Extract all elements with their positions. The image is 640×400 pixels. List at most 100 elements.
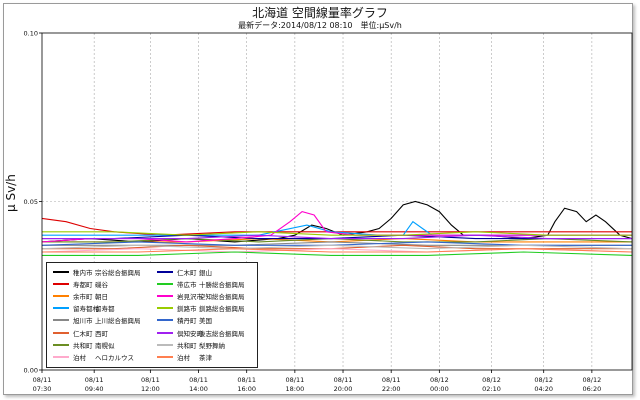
legend-city: 余市町 [73, 292, 93, 301]
x-tick-date: 08/11 [382, 376, 401, 384]
legend-site: 美国 [199, 317, 212, 326]
axes [39, 32, 633, 373]
x-tick-time: 18:00 [285, 385, 304, 393]
legend-swatch [157, 355, 173, 358]
y-tick-label: 0.10 [24, 30, 38, 38]
x-tick-time: 16:00 [237, 385, 256, 393]
legend-item: 岩見沢市 空知総合振興局 [157, 291, 245, 301]
legend-city: 留寿都村 [73, 305, 99, 314]
legend-site: 梨野舞納 [199, 341, 225, 350]
legend-site: 南幌似 [95, 341, 115, 350]
x-tick-time: 00:00 [430, 385, 449, 393]
x-tick-date: 08/11 [141, 376, 160, 384]
x-tick-time: 20:00 [334, 385, 353, 393]
legend-item: 泊村 茶津 [157, 352, 212, 362]
legend-city: 泊村 [177, 353, 190, 362]
legend-swatch [53, 319, 69, 322]
legend-swatch [53, 331, 69, 334]
legend-swatch [53, 270, 69, 273]
legend-city: 仁木町 [177, 268, 197, 277]
legend-item: 留寿都村 留寿都 [53, 304, 115, 313]
x-tick-date: 08/11 [189, 376, 208, 384]
x-tick-date: 08/11 [334, 376, 353, 384]
legend-city: 旭川市 [73, 317, 93, 326]
x-tick-date: 08/11 [237, 376, 256, 384]
legend-city: 釧路市 [177, 305, 197, 314]
legend-swatch [53, 282, 69, 285]
series-line [42, 231, 632, 236]
series-lines [41, 200, 633, 256]
x-tick-time: 09:40 [85, 385, 104, 393]
legend-site: 磯谷 [95, 280, 108, 289]
legend-site: 茶津 [199, 353, 212, 362]
legend-city: 稚内市 [73, 268, 93, 277]
x-tick-date: 08/11 [85, 376, 104, 384]
legend-item: 旭川市 上川総合振興局 [53, 316, 141, 325]
legend-swatch [157, 343, 173, 346]
legend-item: 仁木町 西町 [53, 328, 108, 338]
x-tick-time: 04:20 [534, 385, 553, 393]
legend-item: 稚内市 宗谷総合振興局 [53, 267, 141, 277]
legend-item: 共和町 南幌似 [53, 340, 115, 350]
series-line [42, 248, 633, 253]
legend-item: 帯広市 十勝総合振興局 [157, 279, 245, 289]
legend-site: 十勝総合振興局 [199, 280, 245, 289]
legend-city: 倶知安町 [177, 329, 203, 338]
y-tick-labels: 0.00 0.05 0.10 [24, 30, 38, 375]
x-tick-time: 22:00 [382, 385, 401, 393]
legend-item: 積丹町 美国 [157, 316, 212, 325]
x-tick-date: 08/11 [33, 376, 52, 384]
legend-city: 帯広市 [177, 280, 197, 289]
legend-item: 寿都町 磯谷 [53, 279, 108, 289]
x-tick-date: 08/12 [582, 376, 601, 384]
legend-site: 後志総合振興局 [199, 329, 245, 338]
legend-site: ヘロカルウス [95, 353, 134, 362]
legend-site: 留寿都 [95, 305, 115, 314]
plot-border [41, 32, 633, 371]
x-tick-time: 06:20 [582, 385, 601, 393]
legend-city: 仁木町 [73, 329, 93, 338]
legend-site: 銀山 [199, 268, 212, 277]
y-tick-label: 0.05 [24, 198, 38, 206]
series-line [41, 244, 633, 250]
legend-item: 釧路市 釧路総合振興局 [157, 304, 245, 313]
series-line [42, 234, 632, 240]
legend-item: 仁木町 銀山 [157, 267, 212, 277]
x-tick-time: 02:10 [482, 385, 501, 393]
x-tick-date: 08/12 [430, 376, 449, 384]
legend-item: 余市町 朝日 [53, 291, 108, 301]
x-tick-date: 08/12 [482, 376, 501, 384]
legend-city: 岩見沢市 [177, 292, 203, 301]
x-tick-labels: 08/1107:3008/1109:4008/1112:0008/1114:00… [33, 376, 602, 393]
legend-swatch [157, 307, 173, 310]
chart-title: 北海道 空間線量率グラフ [252, 6, 388, 20]
legend-swatch [53, 355, 69, 358]
x-tick-time: 12:00 [141, 385, 160, 393]
legend-site: 朝日 [95, 292, 108, 301]
legend-city: 泊村 [73, 353, 86, 362]
legend-swatch [157, 270, 173, 273]
legend-item: 泊村 ヘロカルウス [53, 352, 134, 362]
legend-site: 空知総合振興局 [199, 292, 245, 301]
legend-city: 寿都町 [73, 280, 93, 289]
x-tick-date: 08/12 [534, 376, 553, 384]
legend-site: 西町 [95, 329, 108, 338]
legend-swatch [157, 294, 173, 297]
legend-swatch [157, 282, 173, 285]
legend: 稚内市 宗谷総合振興局 寿都町 磯谷 余市町 朝日 留寿都村 留寿都 旭川市 上川総合振興局 仁木町… [46, 262, 258, 368]
legend-city: 積丹町 [177, 317, 197, 326]
legend-site: 釧路総合振興局 [199, 305, 245, 314]
legend-swatch [157, 319, 173, 322]
legend-swatch [157, 331, 173, 334]
legend-swatch [53, 343, 69, 346]
chart-subtitle: 最新データ:2014/08/12 08:10 単位:μSv/h [238, 21, 402, 30]
series-line [42, 251, 633, 256]
legend-item: 倶知安町 後志総合振興局 [157, 328, 245, 338]
x-tick-date: 08/11 [285, 376, 304, 384]
legend-city: 共和町 [73, 341, 93, 350]
x-tick-time: 14:00 [189, 385, 208, 393]
legend-site: 上川総合振興局 [95, 317, 141, 326]
x-tick-time: 07:30 [33, 385, 52, 393]
legend-city: 共和町 [177, 341, 197, 350]
